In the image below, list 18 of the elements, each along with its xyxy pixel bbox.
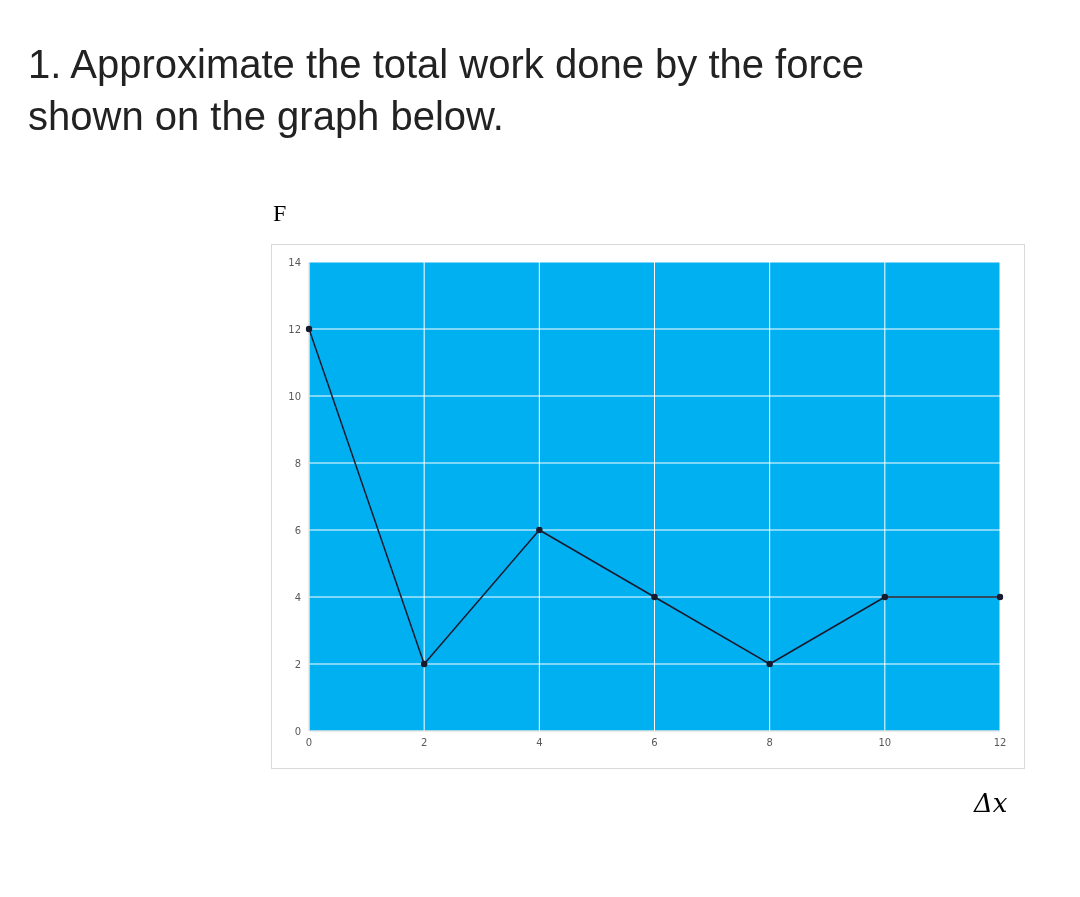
y-tick-label: 4 [294, 591, 301, 603]
x-tick-label: 4 [536, 737, 543, 749]
chart-title: 1. Approximate the total work done by the force shown on the graph below. [28, 41, 866, 140]
x-tick-label: 2 [420, 737, 428, 749]
x-tick-label: 8 [766, 737, 773, 749]
y-tick-label: 2 [294, 658, 301, 670]
y-tick-label: 8 [294, 457, 301, 469]
x-tick-label: 0 [305, 737, 313, 749]
x-tick-label: 12 [993, 737, 1007, 749]
x-tick-label: 6 [651, 737, 658, 749]
y-tick-label: 10 [288, 390, 301, 402]
y-tick-label: 12 [288, 323, 301, 335]
y-tick-label: 0 [294, 725, 301, 737]
y-axis-title: F [273, 200, 287, 227]
y-tick-label: 14 [288, 256, 301, 268]
x-tick-label: 10 [878, 737, 892, 749]
y-tick-label: 6 [294, 524, 301, 536]
x-axis-title: Δx [974, 788, 1008, 818]
